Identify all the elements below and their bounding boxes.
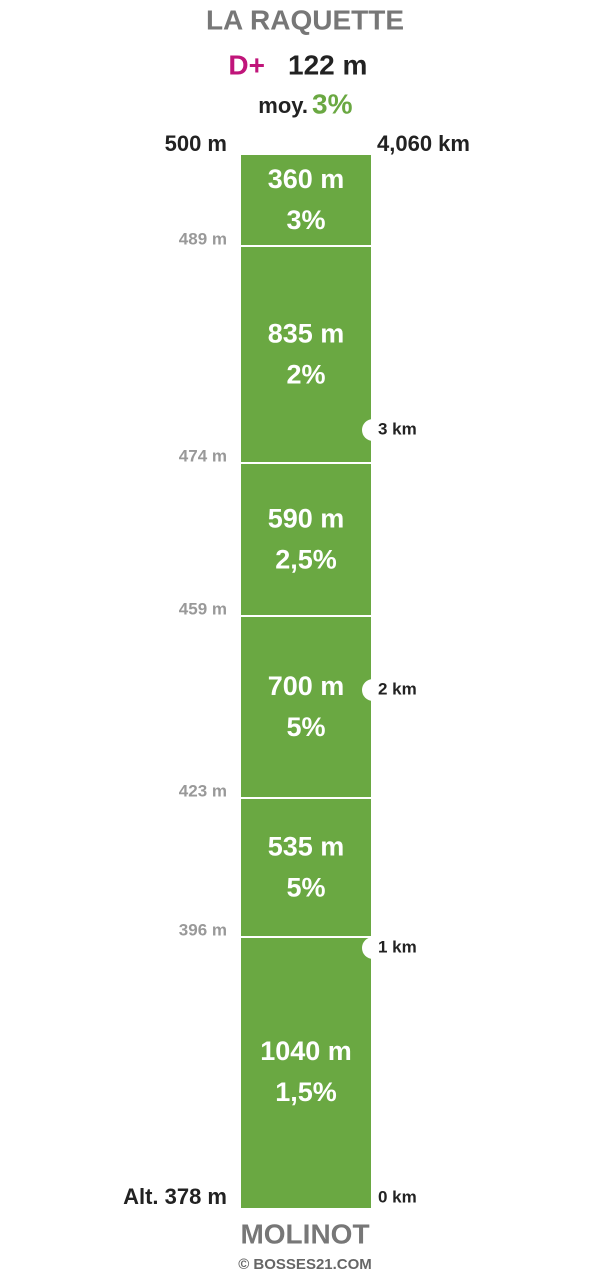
segment-length: 360 m bbox=[268, 164, 345, 194]
segment bbox=[241, 247, 371, 462]
segment-grade: 2,5% bbox=[275, 545, 337, 575]
km-marker: 2 km bbox=[378, 679, 417, 698]
km-notch bbox=[362, 937, 384, 959]
segment bbox=[241, 938, 371, 1208]
segment bbox=[241, 464, 371, 615]
segment bbox=[241, 155, 371, 245]
segment-grade: 2% bbox=[286, 360, 325, 390]
gain: 122 m bbox=[288, 49, 367, 80]
km-notch bbox=[362, 679, 384, 701]
segment-length: 590 m bbox=[268, 504, 345, 534]
segment-length: 535 m bbox=[268, 832, 345, 862]
segment-length: 700 m bbox=[268, 671, 345, 701]
credit: © BOSSES21.COM bbox=[238, 1256, 372, 1273]
segment-grade: 3% bbox=[286, 205, 325, 235]
segment bbox=[241, 617, 371, 797]
segment-grade: 5% bbox=[286, 712, 325, 742]
km-marker: 1 km bbox=[378, 937, 417, 956]
start-name: MOLINOT bbox=[240, 1218, 369, 1249]
segment-grade: 5% bbox=[286, 873, 325, 903]
altitude-label: 423 m bbox=[179, 781, 227, 800]
segment bbox=[241, 799, 371, 936]
segment-grade: 1,5% bbox=[275, 1077, 337, 1107]
segment-length: 835 m bbox=[268, 319, 345, 349]
km-marker: 3 km bbox=[378, 419, 417, 438]
altitude-label: 396 m bbox=[179, 920, 227, 939]
km-notch bbox=[362, 419, 384, 441]
title: LA RAQUETTE bbox=[206, 4, 404, 35]
avg: 3% bbox=[312, 88, 353, 119]
avg-label: moy. bbox=[258, 93, 308, 118]
segment-length: 1040 m bbox=[260, 1036, 352, 1066]
altitude-label: 459 m bbox=[179, 599, 227, 618]
gain-label: D+ bbox=[228, 49, 265, 80]
total-distance: 4,060 km bbox=[377, 131, 470, 156]
top-altitude: 500 m bbox=[165, 131, 227, 156]
km-marker: 0 km bbox=[378, 1187, 417, 1206]
column bbox=[241, 155, 371, 1208]
altitude-label: 474 m bbox=[179, 446, 227, 465]
altitude-label: 489 m bbox=[179, 229, 227, 248]
base-altitude: Alt. 378 m bbox=[123, 1184, 227, 1209]
